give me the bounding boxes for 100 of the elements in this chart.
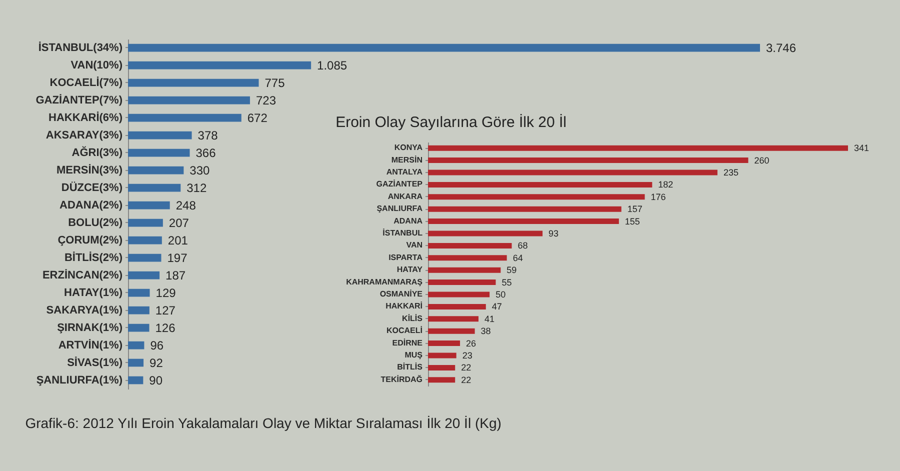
y-tick-label: VAN — [406, 240, 423, 250]
bar — [128, 376, 144, 384]
y-tick-label: HAKKARİ(6%) — [48, 110, 123, 124]
y-tick-label: HATAY(1%) — [64, 286, 123, 299]
bar — [428, 340, 460, 346]
data-label: 260 — [754, 155, 770, 166]
data-label: 3.746 — [766, 40, 796, 55]
bar — [428, 377, 456, 383]
data-label: 187 — [166, 268, 186, 282]
y-tick-label: VAN(10%) — [70, 59, 123, 72]
bar — [128, 131, 192, 140]
y-tick-label: ANTALYA — [386, 168, 423, 176]
data-label: 93 — [548, 228, 559, 238]
bar — [128, 254, 162, 262]
data-label: 96 — [150, 338, 164, 352]
y-tick-label: OSMANİYE — [380, 290, 424, 298]
data-label: 1.085 — [317, 58, 348, 72]
data-label: 330 — [190, 163, 210, 178]
bar — [128, 358, 144, 367]
y-tick-label: ŞIRNAK(1%) — [57, 322, 123, 334]
data-label: 55 — [502, 277, 512, 288]
bar — [128, 166, 184, 174]
data-label: 41 — [484, 314, 495, 324]
data-label: 47 — [492, 302, 502, 312]
y-tick-label: MUŞ — [404, 350, 424, 360]
y-tick-label: SİVAS(1%) — [67, 356, 123, 369]
bar — [428, 364, 456, 370]
bar — [128, 236, 162, 244]
bar — [428, 158, 748, 164]
y-tick-label: İSTANBUL(34%) — [38, 40, 123, 54]
data-label: 23 — [462, 350, 472, 360]
data-label: 126 — [155, 320, 176, 335]
bar — [128, 201, 170, 210]
data-label: 197 — [167, 250, 188, 265]
data-label: 672 — [247, 110, 268, 125]
data-label: 248 — [176, 198, 196, 212]
bar — [428, 242, 512, 248]
bar — [128, 306, 150, 314]
data-label: 50 — [496, 290, 506, 300]
bar — [128, 114, 242, 122]
bar — [428, 206, 622, 212]
bar — [428, 182, 652, 188]
data-label: 64 — [512, 252, 523, 263]
bar — [428, 218, 619, 224]
y-tick-label: HAKKARİ — [386, 302, 422, 311]
y-tick-label: AKSARAY(3%) — [46, 129, 123, 142]
bar — [128, 148, 190, 157]
data-label: 22 — [461, 374, 472, 385]
y-tick-label: ŞANLIURFA — [376, 204, 423, 214]
y-tick-label: ŞANLIURFA(1%) — [36, 374, 123, 386]
data-label: 59 — [506, 265, 517, 276]
bar — [128, 61, 312, 70]
y-tick-label: TEKİRDAĞ — [380, 374, 422, 384]
y-tick-label: ISPARTA — [388, 252, 423, 262]
bar — [128, 324, 150, 332]
y-tick-label: KİLİS — [402, 314, 424, 323]
text: Grafik-6: 2012 Yılı Eroin Yakalamaları Olay ve Miktar Sıralaması İlk 20 İl (Kg) — [25, 415, 502, 431]
y-tick-label: EDİRNE — [392, 338, 424, 348]
y-tick-label: ÇORUM(2%) — [58, 234, 123, 246]
y-tick-label: ERZİNCAN(2%) — [42, 268, 123, 282]
bar — [128, 44, 760, 52]
data-label: 176 — [650, 192, 666, 202]
y-tick-label: DÜZCE(3%) — [61, 180, 123, 194]
y-tick-label: İSTANBUL — [382, 228, 423, 238]
bar — [428, 280, 496, 286]
bar — [128, 218, 163, 227]
data-label: 157 — [627, 204, 642, 214]
data-label: 378 — [198, 128, 218, 142]
y-tick-label: GAZİANTEP(7%) — [36, 93, 123, 106]
bar — [128, 341, 144, 350]
data-label: 341 — [854, 143, 870, 154]
bar — [128, 78, 259, 87]
data-label: 366 — [196, 146, 216, 160]
y-tick-label: HATAY — [396, 265, 424, 274]
y-tick-label: ARTVİN(1%) — [58, 338, 123, 352]
bar — [428, 352, 456, 358]
data-label: 155 — [624, 216, 640, 226]
y-tick-label: KOCAELİ(7%) — [50, 76, 123, 89]
bar — [428, 194, 645, 200]
data-label: 38 — [480, 326, 491, 336]
data-label: 235 — [723, 168, 738, 178]
bar — [428, 255, 507, 261]
y-tick-label: BOLU(2%) — [68, 216, 123, 229]
bar — [128, 288, 150, 297]
y-tick-label: ADANA — [394, 216, 423, 226]
bar — [428, 304, 486, 310]
data-label: 207 — [168, 216, 190, 230]
chart-title: Eroin Olay Sayılarına Göre İlk 20 İl — [336, 113, 566, 131]
data-label: 92 — [150, 356, 164, 370]
data-label: 26 — [466, 338, 476, 348]
data-label: 723 — [256, 93, 276, 108]
y-tick-label: ADANA(2%) — [60, 199, 123, 212]
bar — [428, 267, 501, 273]
bar — [428, 145, 848, 151]
bar — [128, 271, 160, 280]
y-tick-label: KAHRAMANMARAŞ — [346, 277, 424, 286]
bar — [428, 292, 490, 298]
data-label: 182 — [658, 180, 674, 190]
bar — [428, 328, 475, 334]
data-label: 201 — [168, 233, 188, 248]
